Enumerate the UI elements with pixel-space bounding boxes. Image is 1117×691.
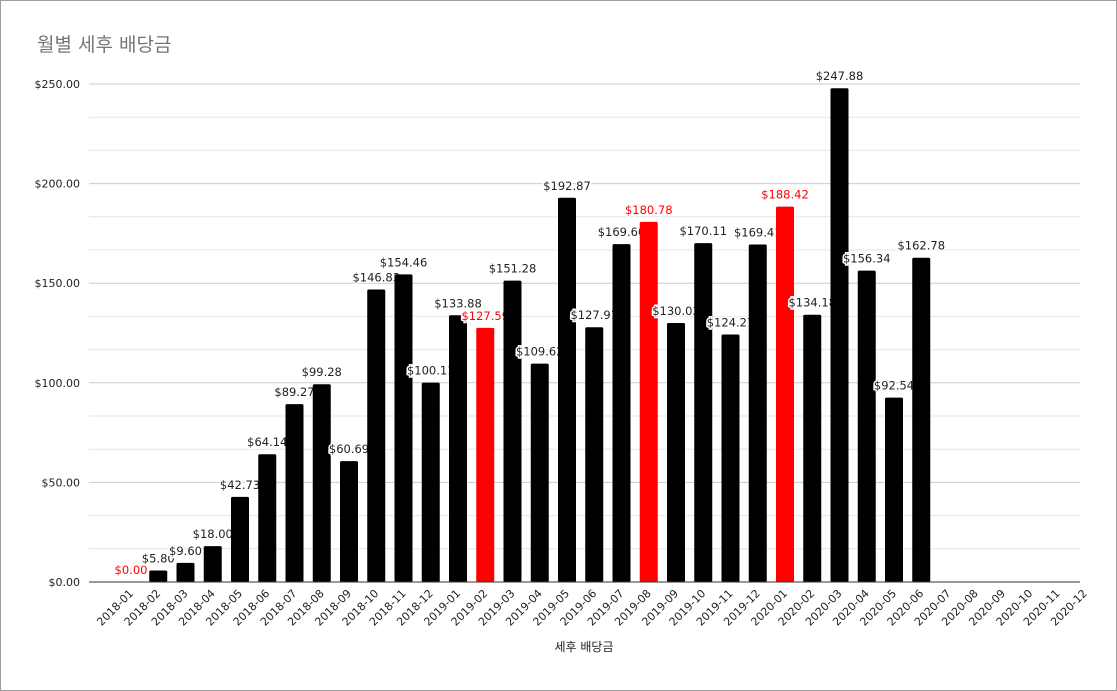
data-label: $151.28 bbox=[489, 262, 537, 276]
bar bbox=[530, 363, 549, 582]
bar bbox=[748, 244, 767, 582]
data-label: $146.83 bbox=[352, 271, 400, 285]
data-label: $5.80 bbox=[142, 551, 175, 565]
bar bbox=[312, 384, 331, 582]
y-tick-label: $200.00 bbox=[35, 178, 81, 191]
data-label: $162.78 bbox=[897, 239, 945, 253]
bar bbox=[585, 327, 604, 582]
bar bbox=[667, 322, 685, 582]
data-label: $60.69 bbox=[329, 442, 369, 456]
bar bbox=[340, 461, 358, 582]
bar bbox=[639, 221, 658, 583]
data-label: $188.42 bbox=[761, 188, 809, 202]
bar bbox=[231, 496, 249, 582]
chart-title: 월별 세후 배당금 bbox=[37, 34, 172, 56]
data-label: $0.00 bbox=[115, 563, 148, 577]
data-label: $64.14 bbox=[247, 435, 287, 449]
bar bbox=[694, 243, 713, 583]
data-label: $247.88 bbox=[816, 69, 864, 83]
bar bbox=[421, 382, 440, 582]
data-label: $124.27 bbox=[707, 315, 755, 329]
bar bbox=[176, 562, 195, 582]
data-label: $127.59 bbox=[461, 309, 509, 323]
y-tick-label: $0.00 bbox=[49, 576, 81, 589]
data-label: $130.03 bbox=[652, 304, 700, 318]
bar bbox=[830, 88, 849, 583]
data-label: $169.60 bbox=[598, 225, 646, 239]
bar bbox=[367, 289, 386, 582]
bar bbox=[776, 206, 794, 582]
bar bbox=[285, 404, 304, 582]
bar bbox=[449, 315, 467, 582]
data-label: $99.28 bbox=[302, 365, 342, 379]
bar bbox=[149, 570, 168, 582]
data-label: $134.18 bbox=[788, 296, 836, 310]
data-label: $169.41 bbox=[734, 226, 782, 240]
bar bbox=[612, 244, 631, 582]
data-label: $170.11 bbox=[679, 224, 727, 238]
bar bbox=[258, 454, 277, 582]
bar bbox=[803, 314, 822, 582]
bar bbox=[503, 280, 522, 582]
data-label: $127.91 bbox=[570, 308, 618, 322]
bar bbox=[394, 274, 413, 582]
data-label: $9.60 bbox=[169, 544, 202, 558]
data-label: $100.11 bbox=[407, 364, 455, 378]
data-label: $92.54 bbox=[874, 379, 914, 393]
bar bbox=[885, 397, 903, 582]
bar bbox=[721, 334, 740, 582]
bar bbox=[203, 546, 222, 582]
bar bbox=[857, 270, 876, 582]
data-label: $133.88 bbox=[434, 296, 482, 310]
data-label: $18.00 bbox=[193, 527, 233, 541]
data-label: $154.46 bbox=[380, 255, 428, 269]
y-tick-label: $100.00 bbox=[35, 377, 81, 390]
data-label: $192.87 bbox=[543, 179, 591, 193]
data-label: $42.73 bbox=[220, 478, 260, 492]
y-tick-label: $50.00 bbox=[42, 476, 81, 489]
bar bbox=[912, 257, 931, 582]
data-label: $109.62 bbox=[516, 345, 564, 359]
bar bbox=[558, 197, 576, 582]
y-tick-label: $250.00 bbox=[35, 78, 81, 91]
x-axis-title: 세후 배당금 bbox=[554, 640, 613, 654]
bar bbox=[476, 327, 495, 582]
y-tick-label: $150.00 bbox=[35, 277, 81, 290]
data-label: $89.27 bbox=[274, 385, 314, 399]
data-label: $180.78 bbox=[625, 203, 673, 217]
data-label: $156.34 bbox=[843, 252, 891, 266]
